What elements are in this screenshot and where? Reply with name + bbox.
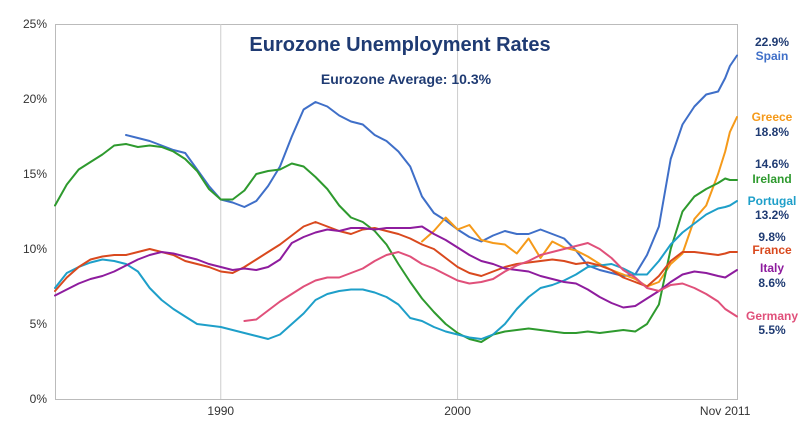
plot-border bbox=[55, 24, 738, 400]
series-line-france bbox=[54, 221, 738, 292]
y-axis-ticks: 0% 5% 10% 15% 20% 25% bbox=[23, 17, 47, 406]
y-tick-label: 25% bbox=[23, 17, 47, 31]
label-value-ireland: 14.6% bbox=[755, 157, 789, 171]
series-line-ireland bbox=[54, 143, 738, 343]
y-tick-label: 15% bbox=[23, 167, 47, 181]
grid-lines bbox=[220, 24, 459, 399]
series-line-italy bbox=[54, 225, 738, 309]
label-value-italy: 8.6% bbox=[758, 276, 786, 290]
y-tick-label: 0% bbox=[30, 392, 48, 406]
y-tick-label: 10% bbox=[23, 242, 47, 256]
series-line-portugal bbox=[54, 200, 738, 340]
series-line-germany bbox=[243, 242, 738, 322]
label-name-greece: Greece bbox=[752, 110, 793, 124]
label-value-france: 9.8% bbox=[758, 230, 786, 244]
label-value-germany: 5.5% bbox=[758, 323, 786, 337]
x-axis-ticks: 1990 2000 Nov 2011 bbox=[207, 404, 750, 418]
x-tick-label: Nov 2011 bbox=[700, 404, 751, 418]
label-name-portugal: Portugal bbox=[748, 194, 797, 208]
x-tick-label: 2000 bbox=[444, 404, 471, 418]
chart-subtitle: Eurozone Average: 10.3% bbox=[321, 71, 492, 87]
label-name-ireland: Ireland bbox=[752, 172, 791, 186]
label-name-germany: Germany bbox=[746, 309, 798, 323]
y-tick-label: 5% bbox=[30, 317, 48, 331]
label-name-france: France bbox=[752, 243, 792, 257]
chart-title: Eurozone Unemployment Rates bbox=[249, 34, 550, 56]
x-tick-label: 1990 bbox=[207, 404, 234, 418]
label-name-italy: Italy bbox=[760, 261, 784, 275]
label-value-spain: 22.9% bbox=[755, 35, 789, 49]
series-line-spain bbox=[125, 54, 738, 277]
label-name-spain: Spain bbox=[756, 49, 789, 63]
series-lines bbox=[54, 54, 738, 343]
y-tick-label: 20% bbox=[23, 92, 47, 106]
label-value-portugal: 13.2% bbox=[755, 208, 789, 222]
label-value-greece: 18.8% bbox=[755, 125, 789, 139]
series-line-greece bbox=[421, 116, 738, 288]
